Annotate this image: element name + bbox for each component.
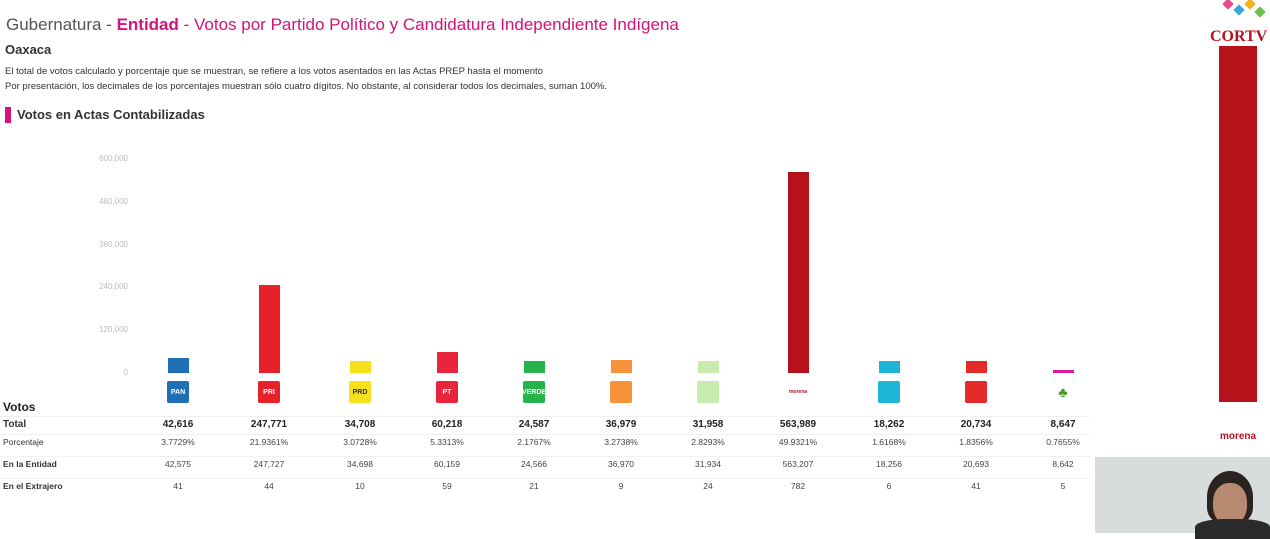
pan-logo: PAN — [167, 381, 189, 403]
cell-percentage: 2.8293% — [691, 437, 725, 447]
row-label: En el Extrajero — [3, 481, 63, 491]
state-name: Oaxaca — [5, 42, 52, 57]
cell-percentage: 3.2738% — [604, 437, 638, 447]
cell-percentage: 5.3313% — [430, 437, 464, 447]
cell-percentage: 3.7729% — [161, 437, 195, 447]
section-title: Votos en Actas Contabilizadas — [5, 107, 205, 123]
y-tick-label: 480,000 — [99, 196, 128, 206]
bar — [168, 357, 189, 373]
pt-logo: PT — [436, 381, 458, 403]
title-main: Votos por Partido Político y Candidatura… — [194, 15, 679, 34]
row-label: Porcentaje — [3, 437, 44, 447]
bar — [524, 361, 545, 373]
table-row — [0, 416, 1090, 438]
note-1: El total de votos calculado y porcentaje… — [5, 66, 543, 77]
bar — [879, 361, 900, 373]
cell-abroad: 10 — [355, 481, 365, 491]
movimiento-ciudadano-logo — [610, 381, 632, 403]
cell-abroad: 782 — [790, 481, 806, 491]
bar — [437, 351, 458, 373]
table-row — [0, 478, 1090, 500]
title-entity: Entidad — [116, 15, 179, 34]
bar — [966, 361, 987, 373]
cell-in_entity: 60,159 — [434, 459, 460, 469]
cell-percentage: 49.9321% — [778, 437, 818, 447]
side-morena-bar — [1219, 46, 1257, 402]
table-header: Votos — [3, 400, 36, 414]
note-2: Por presentación, los decimales de los p… — [5, 81, 607, 92]
cell-in_entity: 247,727 — [253, 459, 285, 469]
cell-total: 8,647 — [1050, 419, 1076, 430]
cell-total: 36,979 — [605, 419, 637, 430]
unidad-popular-logo — [697, 381, 719, 403]
cell-abroad: 41 — [971, 481, 981, 491]
y-tick-label: 600,000 — [99, 154, 128, 163]
bar — [698, 361, 719, 373]
independiente-indigena-logo: ♣ — [1052, 381, 1074, 403]
cell-total: 563,989 — [779, 419, 817, 430]
row-label: En la Entidad — [3, 459, 57, 469]
cell-in_entity: 36,970 — [608, 459, 634, 469]
verde-logo: VERDE — [522, 381, 546, 403]
y-tick-label: 120,000 — [99, 325, 128, 335]
cell-in_entity: 42,575 — [165, 459, 191, 469]
cell-in_entity: 31,934 — [695, 459, 721, 469]
cell-percentage: 3.0728% — [343, 437, 377, 447]
bar — [350, 360, 371, 373]
table-row — [0, 456, 1090, 478]
bar-chart: 0 120,000 240,000 360,000 480,000 600,000 Tota… — [0, 154, 1090, 500]
pri-logo: PRI — [258, 381, 280, 403]
bar — [259, 284, 280, 373]
cell-abroad: 9 — [618, 481, 624, 491]
bar — [788, 171, 809, 373]
page-title: Gubernatura - Entidad - Votos por Partid… — [6, 15, 679, 35]
cell-in_entity: 563,207 — [782, 459, 814, 469]
nueva-alianza-logo — [878, 381, 900, 403]
cell-abroad: 5 — [1060, 481, 1066, 491]
cell-abroad: 41 — [173, 481, 183, 491]
title-prefix: Gubernatura - — [6, 15, 117, 34]
cell-total: 34,708 — [344, 419, 376, 430]
cell-total: 247,771 — [250, 419, 288, 430]
cell-percentage: 0.7655% — [1046, 437, 1080, 447]
cell-percentage: 1.6168% — [872, 437, 906, 447]
cell-in_entity: 18,256 — [876, 459, 902, 469]
cortv-logo: CORTV — [1210, 0, 1270, 48]
table-row — [0, 434, 1090, 456]
row-label: Total — [3, 419, 27, 430]
cell-total: 42,616 — [162, 419, 194, 430]
cell-in_entity: 34,698 — [347, 459, 373, 469]
title-sep: - — [178, 15, 195, 34]
cell-total: 24,587 — [518, 419, 550, 430]
cell-abroad: 44 — [264, 481, 274, 491]
cell-percentage: 2.1767% — [517, 437, 551, 447]
cortv-text: CORTV — [1210, 28, 1268, 45]
y-tick-label: 360,000 — [99, 239, 128, 249]
cell-total: 18,262 — [873, 419, 905, 430]
cell-total: 60,218 — [431, 419, 463, 430]
cell-abroad: 59 — [442, 481, 452, 491]
cell-percentage: 21.9361% — [249, 437, 289, 447]
cell-in_entity: 24,566 — [521, 459, 547, 469]
cell-in_entity: 20,693 — [963, 459, 989, 469]
cell-abroad: 24 — [703, 481, 713, 491]
side-morena-label: morena — [1219, 431, 1257, 442]
prd-logo: PRD — [349, 381, 371, 403]
bar — [611, 359, 632, 373]
y-tick-label: 0 — [123, 368, 128, 377]
cell-abroad: 6 — [886, 481, 892, 491]
morena-logo: morena — [787, 381, 809, 403]
cell-total: 20,734 — [960, 419, 992, 430]
fuerza-mexico-logo — [965, 381, 987, 403]
cell-in_entity: 8,642 — [1052, 459, 1074, 469]
bar — [1053, 370, 1074, 373]
cell-total: 31,958 — [692, 419, 724, 430]
cell-percentage: 1.8356% — [959, 437, 993, 447]
cell-abroad: 21 — [529, 481, 539, 491]
video-feed — [1095, 457, 1270, 539]
y-tick-label: 240,000 — [99, 282, 128, 292]
